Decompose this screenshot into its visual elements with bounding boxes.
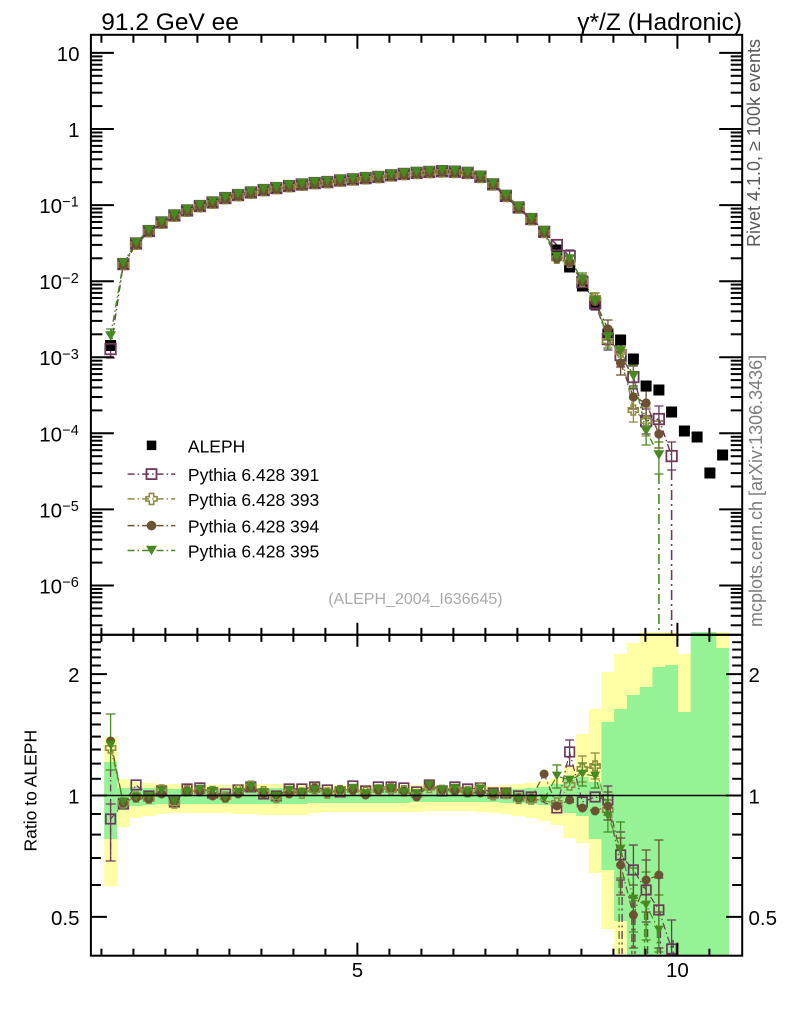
svg-text:1: 1 bbox=[68, 786, 79, 809]
svg-text:10: 10 bbox=[666, 959, 689, 982]
svg-text:γ*/Z (Hadronic): γ*/Z (Hadronic) bbox=[577, 9, 742, 36]
svg-text:−1: −1 bbox=[62, 195, 79, 211]
svg-text:10: 10 bbox=[39, 195, 62, 218]
svg-text:91.2 GeV ee: 91.2 GeV ee bbox=[101, 9, 239, 36]
svg-text:2: 2 bbox=[68, 664, 79, 687]
svg-text:Pythia 6.428 394: Pythia 6.428 394 bbox=[188, 517, 320, 537]
svg-text:−3: −3 bbox=[62, 347, 79, 363]
svg-text:10: 10 bbox=[39, 423, 62, 446]
svg-text:5: 5 bbox=[352, 959, 363, 982]
svg-text:(ALEPH_2004_I636645): (ALEPH_2004_I636645) bbox=[328, 591, 502, 608]
svg-text:10: 10 bbox=[39, 271, 62, 294]
svg-text:10: 10 bbox=[39, 499, 62, 522]
svg-text:Pythia 6.428 395: Pythia 6.428 395 bbox=[188, 542, 319, 562]
svg-text:−4: −4 bbox=[62, 423, 79, 439]
svg-text:−2: −2 bbox=[62, 271, 79, 287]
svg-text:10: 10 bbox=[39, 576, 62, 599]
svg-text:Ratio to ALEPH: Ratio to ALEPH bbox=[21, 730, 41, 852]
svg-text:0.5: 0.5 bbox=[749, 907, 778, 930]
svg-text:Rivet 4.1.0, ≥ 100k events: Rivet 4.1.0, ≥ 100k events bbox=[744, 39, 764, 247]
svg-text:10: 10 bbox=[39, 347, 62, 370]
svg-text:Pythia 6.428 391: Pythia 6.428 391 bbox=[188, 465, 319, 485]
svg-text:−5: −5 bbox=[62, 499, 79, 515]
svg-text:2: 2 bbox=[749, 664, 760, 687]
svg-text:0.5: 0.5 bbox=[51, 907, 80, 930]
svg-text:1: 1 bbox=[68, 119, 79, 142]
svg-text:Pythia 6.428 393: Pythia 6.428 393 bbox=[188, 490, 319, 510]
svg-text:1: 1 bbox=[749, 786, 760, 809]
svg-text:ALEPH: ALEPH bbox=[188, 436, 245, 456]
svg-text:mcplots.cern.ch [arXiv:1306.34: mcplots.cern.ch [arXiv:1306.3436] bbox=[746, 355, 766, 627]
svg-text:10: 10 bbox=[57, 43, 80, 66]
svg-text:−6: −6 bbox=[62, 575, 79, 591]
